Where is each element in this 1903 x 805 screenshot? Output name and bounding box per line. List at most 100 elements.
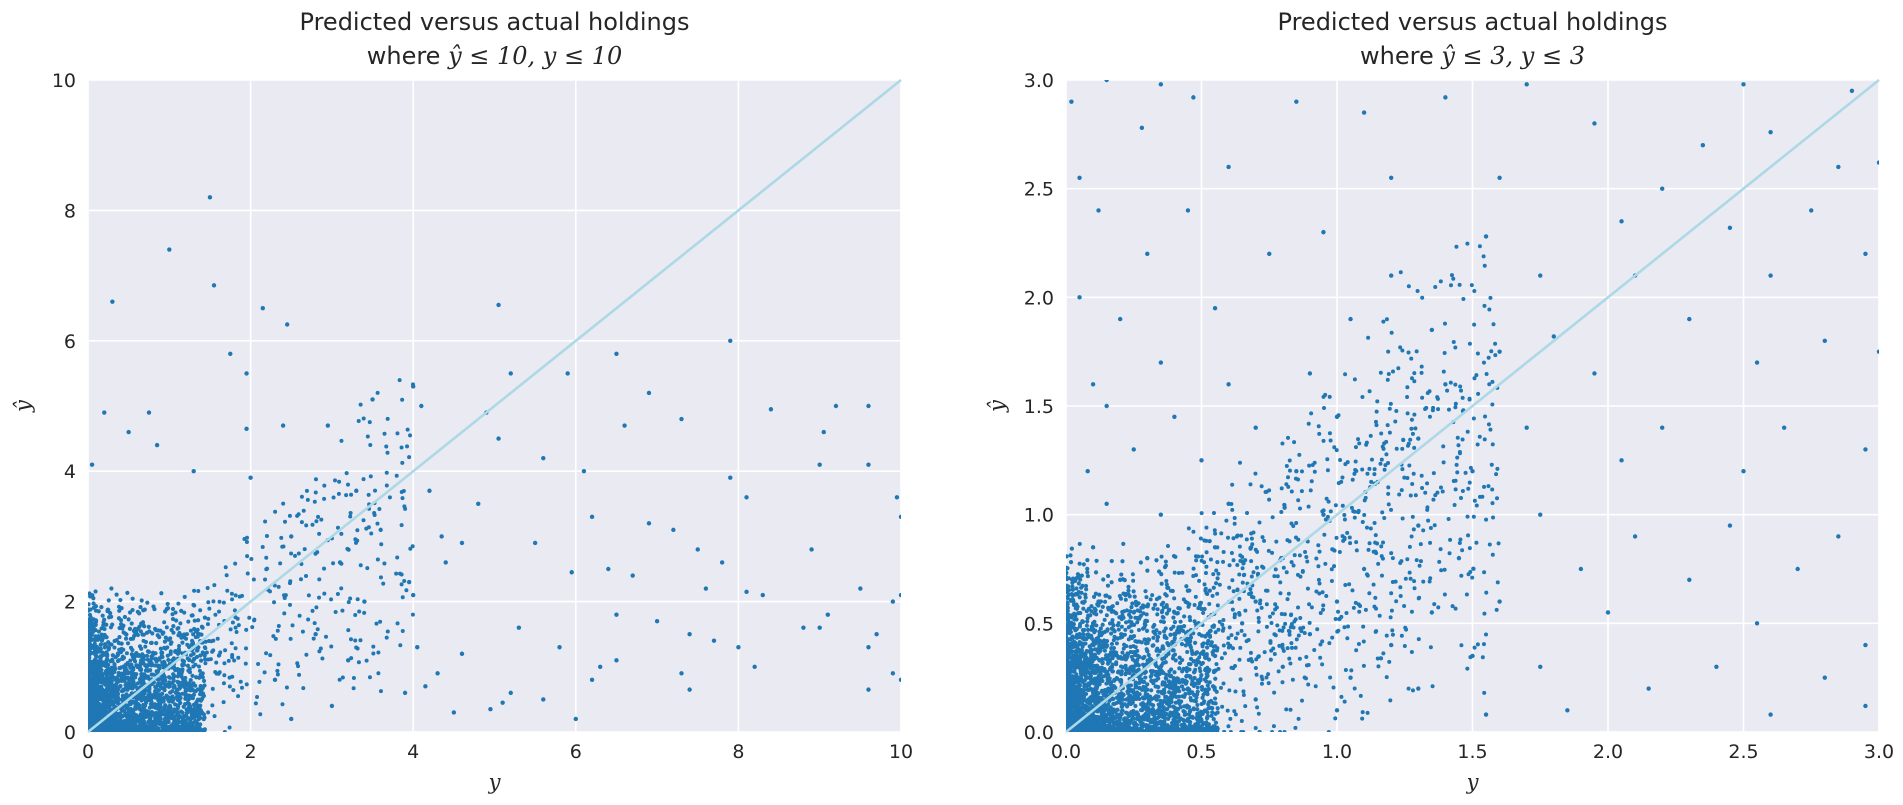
scatter-point [1152, 602, 1158, 607]
scatter-point [106, 723, 111, 728]
scatter-point [105, 719, 110, 724]
scatter-point [193, 689, 198, 694]
scatter-point [132, 717, 137, 722]
scatter-point [1089, 604, 1094, 609]
scatter-point [1165, 707, 1170, 712]
scatter-point [113, 713, 119, 718]
scatter-point [1085, 619, 1090, 624]
scatter-point [297, 613, 302, 618]
scatter-point [244, 627, 249, 632]
scatter-point [125, 590, 130, 595]
scatter-point [210, 649, 215, 654]
scatter-point [148, 668, 153, 673]
scatter-point [687, 687, 692, 692]
scatter-point [176, 703, 181, 708]
scatter-point [898, 514, 901, 520]
scatter-point [217, 609, 222, 614]
scatter-point [88, 594, 93, 599]
scatter-point [217, 599, 222, 604]
scatter-point [384, 444, 389, 449]
scatter-point [94, 679, 100, 684]
scatter-point [193, 635, 198, 640]
scatter-point [130, 699, 135, 704]
scatter-point [102, 410, 107, 415]
scatter-point [337, 677, 342, 682]
scatter-point [199, 658, 204, 663]
scatter-point [239, 685, 244, 690]
scatter-point [198, 715, 203, 721]
scatter-point [809, 547, 814, 552]
scatter-point [358, 402, 363, 407]
scatter-point [1073, 628, 1078, 633]
scatter-point [288, 636, 293, 641]
scatter-point [140, 652, 145, 657]
scatter-point [251, 577, 256, 582]
scatter-point [130, 636, 136, 641]
scatter-point [147, 714, 152, 720]
scatter-point [192, 703, 197, 709]
scatter-point [381, 581, 386, 586]
scatter-point [890, 671, 896, 676]
scatter-point [163, 678, 168, 683]
scatter-point [168, 636, 173, 641]
scatter-point [597, 664, 603, 669]
scatter-point [1083, 583, 1089, 589]
scatter-point [147, 686, 152, 691]
scatter-point [96, 629, 101, 634]
scatter-point [236, 623, 241, 628]
scatter-point [208, 657, 213, 662]
scatter-point [88, 693, 92, 698]
scatter-point [353, 638, 358, 643]
scatter-point [1085, 570, 1090, 575]
scatter-point [189, 638, 195, 643]
scatter-point [375, 390, 380, 395]
scatter-point [115, 701, 120, 706]
scatter-point [362, 610, 367, 615]
scatter-point [825, 612, 831, 617]
scatter-point [1084, 623, 1089, 628]
scatter-point [154, 685, 159, 690]
scatter-point [244, 426, 249, 432]
scatter-point [191, 632, 196, 637]
scatter-point [169, 712, 174, 717]
scatter-point [361, 477, 366, 482]
scatter-point [179, 709, 184, 714]
scatter-point [89, 661, 94, 666]
scatter-point [516, 625, 522, 630]
scatter-point [122, 655, 127, 660]
scatter-point [197, 726, 202, 731]
scatter-point [102, 617, 107, 622]
scatter-point [133, 654, 138, 659]
scatter-point [171, 721, 176, 726]
scatter-point [310, 608, 315, 613]
scatter-point [395, 431, 400, 436]
scatter-point [375, 557, 380, 562]
scatter-point [1145, 568, 1150, 573]
scatter-point [245, 554, 250, 559]
scatter-point [122, 727, 127, 732]
scatter-point [296, 512, 301, 517]
scatter-point [244, 539, 249, 544]
scatter-point [191, 602, 196, 607]
scatter-point [245, 571, 250, 576]
scatter-point [365, 566, 370, 571]
scatter-point [156, 688, 161, 693]
scatter-point [281, 501, 286, 506]
scatter-point [313, 477, 318, 482]
scatter-point [1093, 591, 1098, 596]
scatter-point [247, 615, 252, 620]
scatter-point [114, 638, 119, 643]
scatter-point [175, 626, 180, 631]
scatter-point [120, 689, 125, 694]
scatter-point [364, 658, 369, 663]
scatter-point [1151, 606, 1156, 611]
scatter-point [541, 697, 546, 702]
scatter-point [211, 283, 217, 288]
scatter-point [92, 641, 97, 646]
scatter-point [337, 479, 342, 484]
scatter-point [719, 560, 725, 565]
scatter-point [162, 639, 168, 644]
scatter-point [89, 718, 94, 723]
scatter-point [141, 623, 146, 628]
scatter-point [160, 677, 165, 682]
